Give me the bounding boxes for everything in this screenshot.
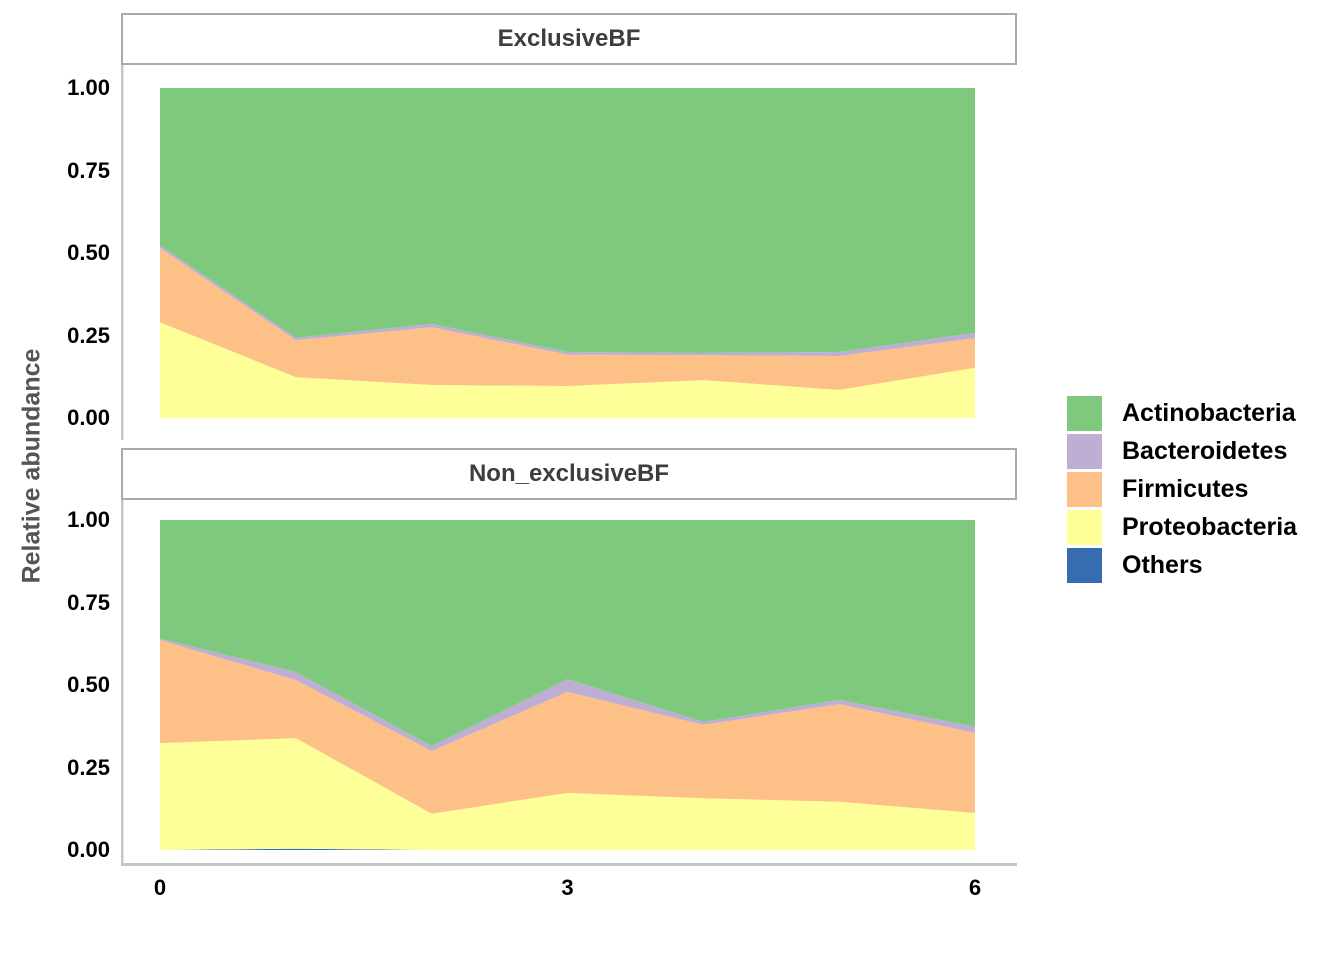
y-tick-label: 1.00 [67,75,110,100]
y-tick-label: 0.75 [67,589,110,615]
legend-key-firmicutes-swatch [1067,472,1102,507]
legend-label: Bacteroidetes [1122,437,1288,465]
legend: Actinobacteria Bacteroidetes Firmicutes … [1067,396,1297,586]
facet-strip-exclusivebf: ExclusiveBF [121,13,1017,65]
x-tick-label: 0 [153,875,167,900]
x-tick-label: 3 [561,875,574,900]
facet-strip-label: Non_exclusiveBF [468,460,670,487]
legend-key-actinobacteria-swatch [1067,396,1102,431]
y-tick-label: 0.75 [67,157,110,183]
legend-label: Proteobacteria [1122,513,1298,541]
area-firmicutes [160,640,975,814]
legend-item-firmicutes: Firmicutes [1067,472,1297,507]
y-tick-label: 0.50 [67,672,110,697]
y-tick-label: 0.25 [67,322,110,348]
area-chart-exclusivebf [121,65,975,440]
area-bacteroidetes [160,245,975,356]
legend-label: Firmicutes [1122,475,1249,503]
facet-strip-non-exclusivebf: Non_exclusiveBF [121,448,1017,500]
legend-item-bacteroidetes: Bacteroidetes [1067,434,1297,469]
area-firmicutes [160,248,975,390]
x-tick-label: 6 [968,875,982,900]
y-axis-title: Relative abundance [17,348,46,584]
y-tick-label: 0.25 [67,754,110,780]
area-chart-non-exclusivebf [121,500,1017,866]
area-proteobacteria [160,738,975,850]
y-tick-label: 0.00 [67,405,110,430]
area-proteobacteria [160,322,975,418]
area-actinobacteria [160,520,975,747]
legend-key-others-swatch [1067,548,1102,583]
legend-key-proteobacteria-swatch [1067,510,1102,545]
legend-key-bacteroidetes-swatch [1067,434,1102,469]
legend-item-others: Others [1067,548,1297,583]
facet-strip-label: ExclusiveBF [497,25,641,52]
y-tick-label: 1.00 [67,507,110,532]
y-tick-label: 0.00 [67,837,110,862]
legend-item-proteobacteria: Proteobacteria [1067,510,1297,545]
area-others [160,848,975,850]
y-tick-label: 0.50 [67,240,110,265]
legend-label: Others [1122,551,1203,579]
area-actinobacteria [160,88,975,353]
legend-label: Actinobacteria [1122,399,1296,427]
legend-item-actinobacteria: Actinobacteria [1067,396,1297,431]
